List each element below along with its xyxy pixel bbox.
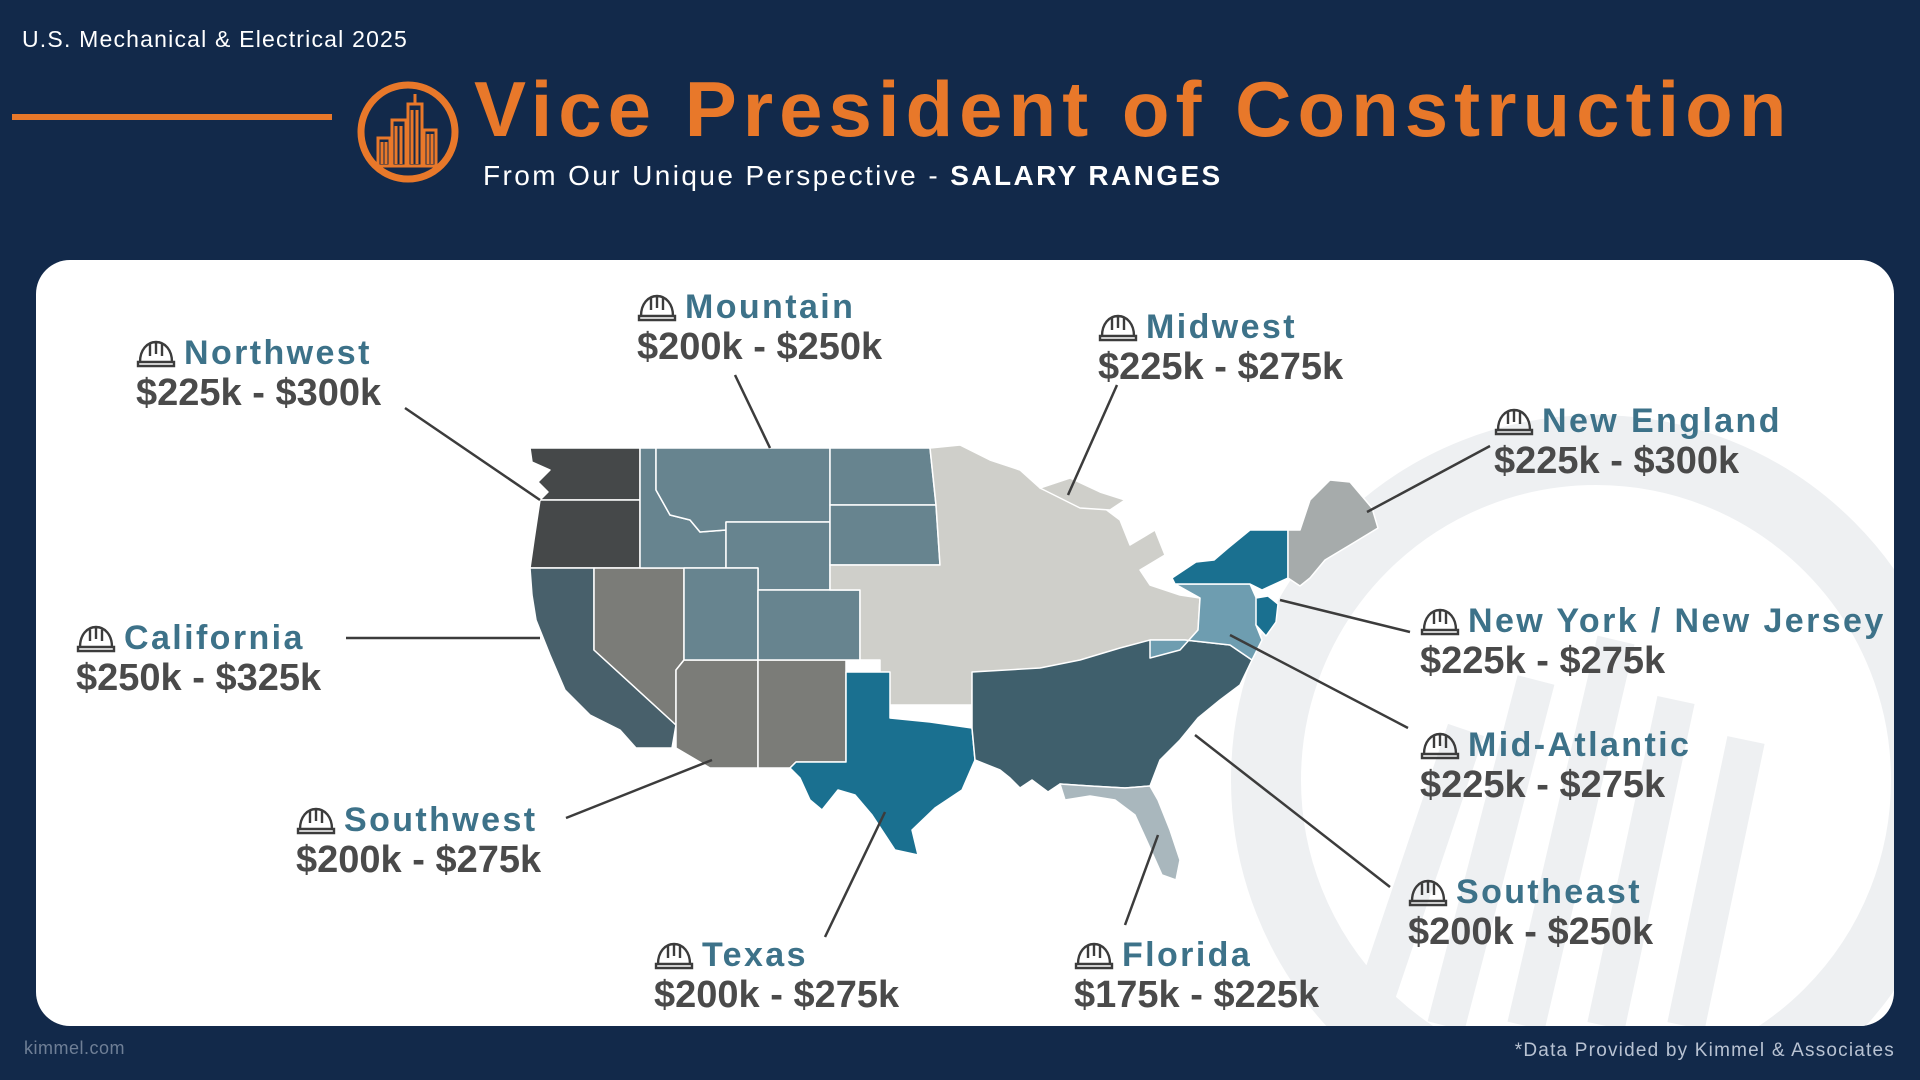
label-new-england: New England $225k - $300k bbox=[1494, 404, 1782, 480]
us-map bbox=[346, 374, 1491, 938]
region-new-mexico bbox=[757, 659, 847, 769]
region-range-ny-nj: $225k - $275k bbox=[1420, 640, 1666, 682]
hard-hat-icon bbox=[1074, 942, 1114, 970]
region-range-northwest: $225k - $300k bbox=[136, 372, 382, 414]
region-name-new-england: New England bbox=[1542, 402, 1782, 440]
region-south-dakota bbox=[829, 504, 941, 566]
label-mid-atlantic: Mid-Atlantic $225k - $275k bbox=[1420, 728, 1691, 804]
region-colorado bbox=[757, 589, 861, 661]
label-texas: Texas $200k - $275k bbox=[654, 938, 899, 1014]
region-range-texas: $200k - $275k bbox=[654, 974, 900, 1016]
region-name-ny-nj: New York / New Jersey bbox=[1468, 602, 1886, 640]
hard-hat-icon bbox=[654, 942, 694, 970]
region-name-southwest: Southwest bbox=[344, 801, 538, 839]
label-midwest: Midwest $225k - $275k bbox=[1098, 310, 1343, 386]
region-name-northwest: Northwest bbox=[184, 334, 372, 372]
region-range-mountain: $200k - $250k bbox=[637, 326, 883, 368]
label-mountain: Mountain $200k - $250k bbox=[637, 290, 882, 366]
hard-hat-icon bbox=[1420, 608, 1460, 636]
title-rule bbox=[12, 114, 332, 120]
label-california: California $250k - $325k bbox=[76, 621, 321, 697]
region-range-new-england: $225k - $300k bbox=[1494, 440, 1740, 482]
region-utah bbox=[683, 567, 759, 661]
region-range-florida: $175k - $225k bbox=[1074, 974, 1320, 1016]
region-range-california: $250k - $325k bbox=[76, 657, 322, 699]
region-arizona bbox=[675, 659, 759, 769]
region-name-texas: Texas bbox=[702, 936, 808, 974]
footer-source: *Data Provided by Kimmel & Associates bbox=[1514, 1040, 1895, 1061]
label-southeast: Southeast $200k - $250k bbox=[1408, 875, 1653, 951]
hard-hat-icon bbox=[136, 340, 176, 368]
hard-hat-icon bbox=[76, 625, 116, 653]
region-new-england bbox=[1287, 479, 1379, 587]
label-florida: Florida $175k - $225k bbox=[1074, 938, 1319, 1014]
hard-hat-icon bbox=[637, 294, 677, 322]
region-range-mid-atlantic: $225k - $275k bbox=[1420, 764, 1666, 806]
region-name-southeast: Southeast bbox=[1456, 873, 1642, 911]
region-range-southeast: $200k - $250k bbox=[1408, 911, 1654, 953]
subtitle-prefix: From Our Unique Perspective - bbox=[483, 160, 951, 191]
region-name-mountain: Mountain bbox=[685, 288, 856, 326]
region-name-florida: Florida bbox=[1122, 936, 1253, 974]
region-range-southwest: $200k - $275k bbox=[296, 839, 542, 881]
header-top-label: U.S. Mechanical & Electrical 2025 bbox=[22, 26, 409, 52]
label-southwest: Southwest $200k - $275k bbox=[296, 803, 541, 879]
region-florida bbox=[1059, 783, 1181, 881]
region-northwest-or bbox=[529, 499, 641, 569]
region-northwest bbox=[529, 447, 641, 501]
region-north-dakota bbox=[829, 447, 937, 506]
region-new-jersey bbox=[1255, 595, 1279, 637]
region-texas bbox=[789, 671, 976, 856]
label-northwest: Northwest $225k - $300k bbox=[136, 336, 381, 412]
region-name-california: California bbox=[124, 619, 305, 657]
page-subtitle: From Our Unique Perspective - SALARY RAN… bbox=[483, 160, 1223, 192]
region-range-midwest: $225k - $275k bbox=[1098, 346, 1344, 388]
page-title: Vice President of Construction bbox=[474, 65, 1793, 153]
region-new-york bbox=[1171, 529, 1289, 591]
hard-hat-icon bbox=[1408, 879, 1448, 907]
region-name-midwest: Midwest bbox=[1146, 308, 1297, 346]
building-logo-icon bbox=[357, 81, 459, 183]
watermark-logo-icon bbox=[1231, 415, 1894, 1026]
label-ny-nj: New York / New Jersey $225k - $275k bbox=[1420, 604, 1886, 680]
footer-website: kimmel.com bbox=[24, 1038, 126, 1058]
hard-hat-icon bbox=[1494, 408, 1534, 436]
region-name-mid-atlantic: Mid-Atlantic bbox=[1468, 726, 1692, 764]
region-michigan-upper bbox=[1039, 477, 1126, 511]
hard-hat-icon bbox=[1098, 314, 1138, 342]
subtitle-bold: SALARY RANGES bbox=[950, 160, 1223, 191]
map-card bbox=[36, 260, 1894, 1026]
hard-hat-icon bbox=[1420, 732, 1460, 760]
hard-hat-icon bbox=[296, 807, 336, 835]
